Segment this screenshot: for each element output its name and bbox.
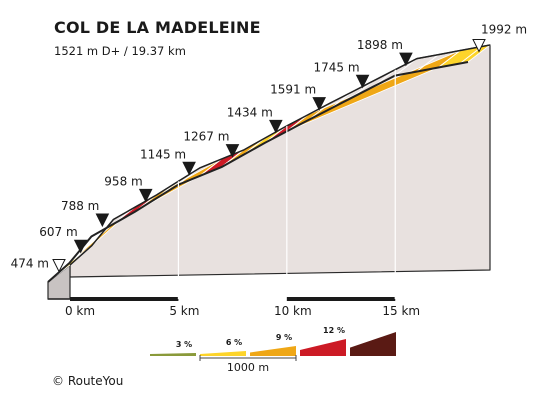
gradient-swatch	[200, 351, 246, 356]
km-divider	[199, 158, 223, 177]
elevation-marker-triangle	[269, 119, 283, 134]
elevation-label: 1745 m	[314, 60, 360, 74]
elevation-label: 958 m	[104, 174, 142, 188]
gradient-label: 12 %	[323, 326, 345, 335]
gradient-swatch	[150, 353, 196, 356]
elevation-label: 1898 m	[357, 38, 403, 52]
distance-tick-label: 0 km	[65, 304, 95, 318]
profile-body	[47, 44, 491, 300]
gradient-swatch	[350, 332, 396, 356]
elevation-marker-triangle	[95, 213, 110, 228]
km-divider	[394, 58, 418, 77]
elevation-marker-triangle	[355, 74, 370, 89]
elevation-label: 788 m	[61, 199, 99, 213]
elevation-marker-triangle	[138, 188, 153, 203]
elevation-label: 607 m	[39, 225, 77, 239]
gradient-legend: 3 % 6 % 9 % 12 % 1000 m	[150, 326, 396, 374]
distance-axis: 0 km 5 km 10 km 15 km	[65, 69, 420, 318]
elevation-label: 1992 m	[481, 23, 527, 37]
gradient-label: 6 %	[226, 338, 242, 347]
elevation-marker-triangle	[225, 144, 240, 158]
profile-ridge-line	[47, 61, 469, 283]
elevation-marker-triangle	[399, 52, 413, 67]
elevation-markers: 474 m 607 m 788 m 958 m 1145 m 1267 m 1434 m 15…	[11, 23, 527, 273]
elevation-marker-triangle	[472, 39, 486, 53]
scale-label: 1000 m	[227, 361, 269, 374]
elevation-marker-triangle	[312, 97, 327, 111]
elevation-marker-triangle	[73, 239, 88, 254]
distance-tick-label: 10 km	[274, 304, 312, 318]
gradient-swatch	[300, 339, 346, 356]
elevation-label: 474 m	[11, 257, 49, 271]
gradient-label: 3 %	[176, 340, 192, 349]
elevation-label: 1591 m	[270, 83, 316, 97]
elevation-marker-triangle	[52, 259, 66, 273]
distance-tick-label: 5 km	[169, 304, 199, 318]
routeyou-credit: © RouteYou	[52, 374, 124, 388]
km-divider	[437, 50, 461, 68]
km-divider	[416, 54, 439, 72]
elevation-label: 1145 m	[140, 147, 186, 161]
distance-tick-label: 15 km	[382, 304, 420, 318]
gradient-swatch	[250, 346, 296, 356]
elevation-label: 1434 m	[227, 105, 273, 119]
chart-title: COL DE LA MADELEINE	[54, 18, 261, 37]
elevation-label: 1267 m	[183, 130, 229, 144]
chart-subtitle: 1521 m D+ / 19.37 km	[54, 44, 186, 58]
profile-side-face	[69, 44, 491, 278]
elevation-marker-triangle	[182, 161, 196, 176]
gradient-label: 9 %	[276, 333, 292, 342]
